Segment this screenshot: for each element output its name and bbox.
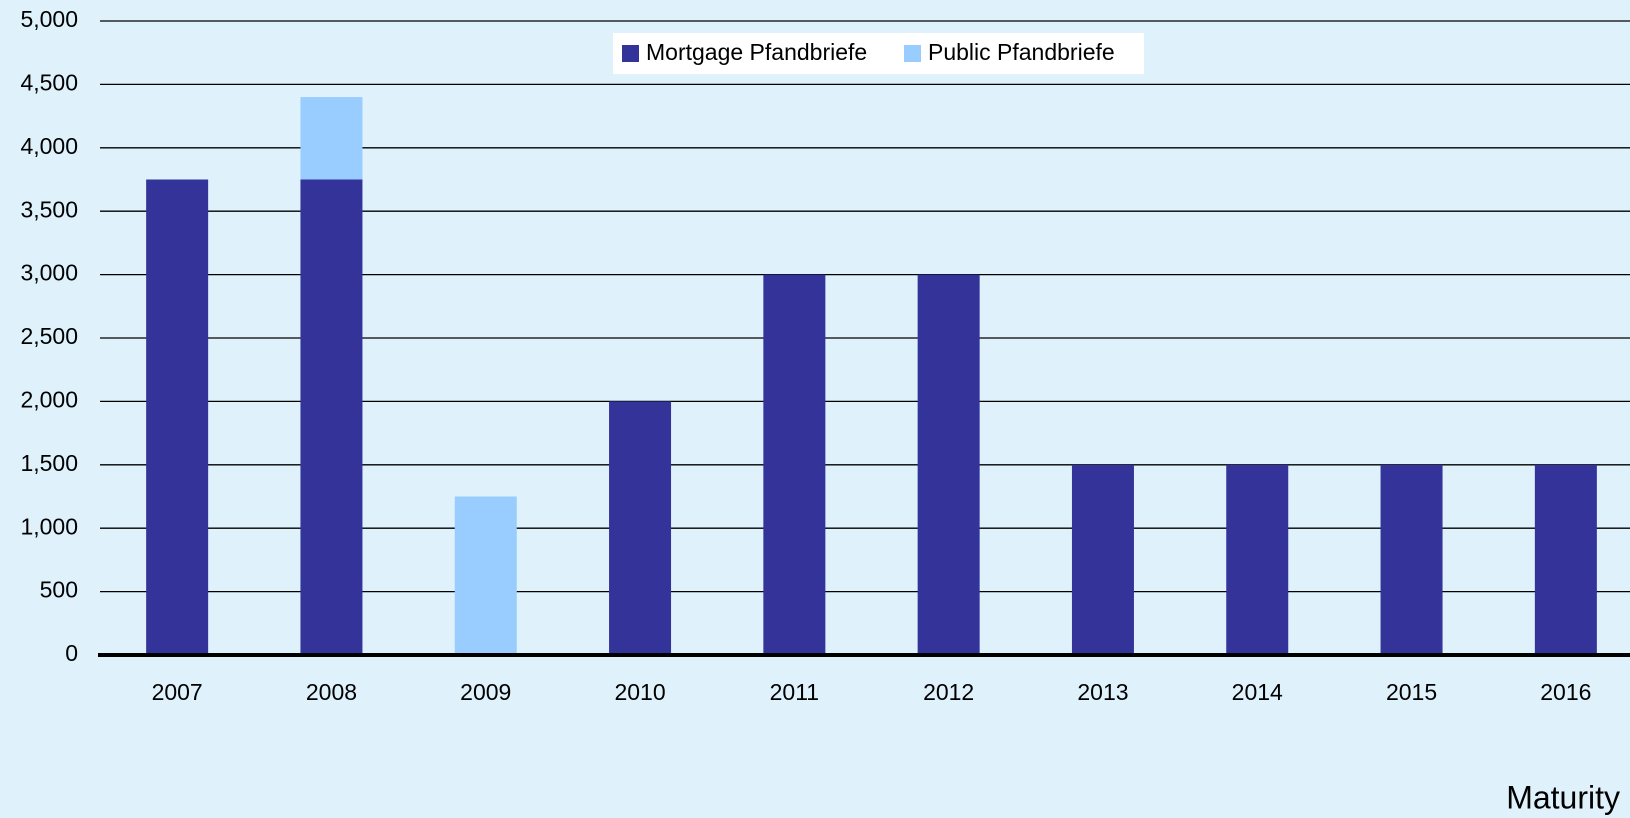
x-tick-label: 2016 xyxy=(1540,679,1591,705)
bar xyxy=(1226,464,1289,655)
y-tick-label: 2,500 xyxy=(20,323,78,349)
legend-swatch xyxy=(622,45,639,62)
x-tick-label: 2009 xyxy=(460,679,511,705)
x-tick-label: 2011 xyxy=(770,679,819,705)
y-tick-label: 3,000 xyxy=(20,260,78,286)
y-tick-label: 4,000 xyxy=(20,133,78,159)
bar xyxy=(763,274,826,655)
legend-label: Public Pfandbriefe xyxy=(928,39,1115,65)
legend-label: Mortgage Pfandbriefe xyxy=(646,39,867,65)
bar xyxy=(917,274,980,655)
bar xyxy=(146,179,209,655)
bar xyxy=(609,401,672,655)
y-tick-label: 1,500 xyxy=(20,450,78,476)
bar xyxy=(454,496,517,655)
x-tick-label: 2014 xyxy=(1232,679,1283,705)
x-tick-label: 2012 xyxy=(923,679,974,705)
bar xyxy=(300,179,363,655)
y-tick-label: 0 xyxy=(65,640,78,666)
legend-box xyxy=(613,33,1144,74)
bar xyxy=(1380,464,1443,655)
bar xyxy=(1534,464,1597,655)
x-axis-label: Maturity xyxy=(1506,779,1620,815)
bar xyxy=(1071,464,1134,655)
legend-swatch xyxy=(904,45,921,62)
x-tick-label: 2008 xyxy=(306,679,357,705)
y-tick-label: 5,000 xyxy=(20,6,78,32)
y-tick-label: 500 xyxy=(40,577,78,603)
y-tick-label: 3,500 xyxy=(20,196,78,222)
y-tick-label: 1,000 xyxy=(20,513,78,539)
x-tick-label: 2013 xyxy=(1077,679,1128,705)
y-tick-label: 2,000 xyxy=(20,386,78,412)
x-tick-label: 2010 xyxy=(614,679,665,705)
x-tick-label: 2015 xyxy=(1386,679,1437,705)
x-tick-label: 2007 xyxy=(152,679,203,705)
bar xyxy=(300,97,363,180)
y-tick-label: 4,500 xyxy=(20,69,78,95)
